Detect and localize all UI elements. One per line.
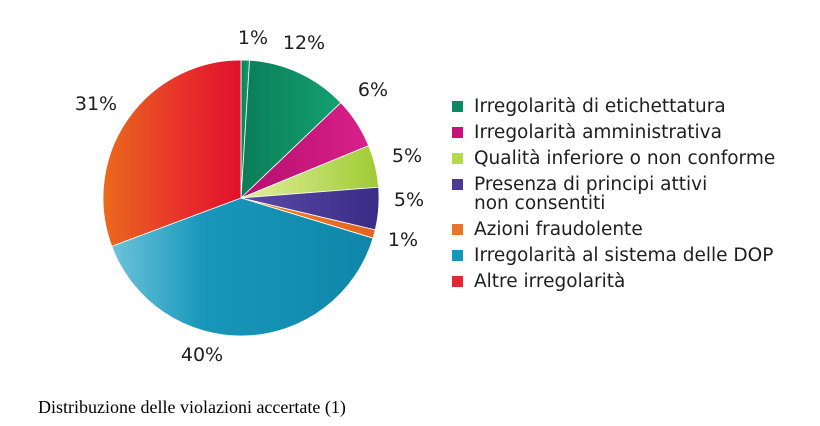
legend-label: Qualità inferiore o non conforme [474,148,776,169]
legend-item: Qualità inferiore o non conforme [452,149,812,168]
legend-swatch [452,101,463,112]
legend-item: Altre irregolarità [452,272,812,291]
legend-swatch [452,224,463,235]
legend-swatch [452,276,463,287]
legend-label: Azioni fraudolente [474,219,643,240]
pie-slice-2 [240,59,342,199]
slice-value-label-2: 12% [283,32,325,54]
legend: Irregolarità di etichettatura Irregolarit… [452,97,812,298]
slice-value-label-8: 31% [75,93,117,115]
slice-value-label-5: 5% [394,189,424,211]
legend-swatch [452,153,463,164]
legend-item: Azioni fraudolente [452,220,812,239]
legend-label: Presenza di principi attivi non consenti… [474,174,708,214]
legend-label: Irregolarità di etichettatura [474,96,726,117]
legend-item: Irregolarità amministrativa [452,123,812,142]
figure-caption: Distribuzione delle violazioni accertate… [38,397,346,417]
slice-value-label-1: 1% [238,27,268,49]
legend-item: Irregolarità al sistema delle DOP [452,246,812,265]
slice-value-label-3: 6% [358,79,388,101]
slice-value-label-4: 5% [392,145,422,167]
pie-slice-8 [102,59,242,247]
legend-item: Irregolarità di etichettatura [452,97,812,116]
legend-swatch [452,179,463,190]
legend-swatch [452,127,463,138]
pie-slice-7 [111,197,374,337]
slice-value-label-6: 1% [388,229,418,251]
legend-swatch [452,250,463,261]
slice-value-label-7: 40% [181,344,223,366]
legend-label: Irregolarità amministrativa [474,122,722,143]
legend-label: Altre irregolarità [474,271,626,292]
legend-label: Irregolarità al sistema delle DOP [474,245,774,266]
legend-item: Presenza di principi attivi non consenti… [452,175,812,213]
